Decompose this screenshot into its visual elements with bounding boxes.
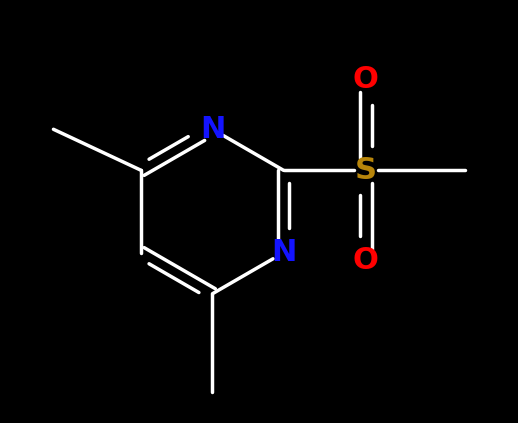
Text: O: O xyxy=(353,66,379,94)
Text: N: N xyxy=(200,115,225,144)
Text: S: S xyxy=(355,156,377,185)
Text: O: O xyxy=(353,246,379,275)
Text: N: N xyxy=(271,238,296,267)
